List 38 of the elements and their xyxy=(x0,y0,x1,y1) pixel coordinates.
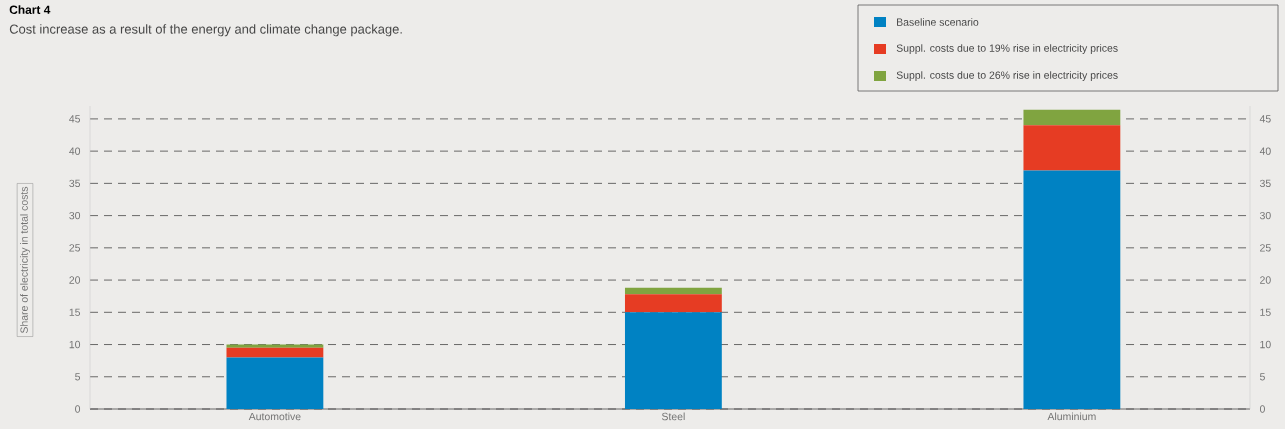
bar xyxy=(1023,170,1121,409)
bar xyxy=(226,357,324,409)
y-tick-label: 35 xyxy=(69,179,81,188)
y-tick-label: 30 xyxy=(69,211,81,220)
y-tick-label: 25 xyxy=(69,244,81,252)
chart-title: Chart 4 xyxy=(9,5,51,14)
y-axis-title: Share of electricity in total costs xyxy=(20,186,30,334)
y2-tick-label: 25 xyxy=(1260,244,1271,252)
y2-tick-label: 10 xyxy=(1260,340,1271,349)
y-tick-label: 0 xyxy=(75,405,81,413)
y-tick-label: 45 xyxy=(69,115,81,123)
y-tick-label: 40 xyxy=(69,147,81,155)
x-tick-label: Aluminium xyxy=(1047,412,1096,421)
y-tick-label: 20 xyxy=(69,276,81,284)
legend-label: Baseline scenario xyxy=(897,18,979,26)
bar xyxy=(226,344,324,348)
legend-label: Suppl. costs due to 19% rise in electricity prices xyxy=(896,44,1118,54)
y2-tick-label: 5 xyxy=(1259,373,1265,381)
y2-tick-label: 40 xyxy=(1259,147,1271,155)
legend-label: Suppl. costs due to 26% rise in electricity prices xyxy=(896,71,1118,81)
bar xyxy=(1023,125,1121,171)
x-tick-label: Automotive xyxy=(248,412,301,421)
chart-subtitle: Cost increase as a result of the energy and climate change package. xyxy=(9,24,402,37)
y2-tick-label: 30 xyxy=(1259,211,1271,220)
y2-tick-label: 45 xyxy=(1259,115,1271,123)
bar xyxy=(624,287,722,295)
y2-tick-label: 20 xyxy=(1260,276,1271,284)
y2-tick-label: 0 xyxy=(1259,405,1265,413)
x-tick-label: Steel xyxy=(661,412,685,421)
bar xyxy=(226,347,324,358)
bar xyxy=(1023,109,1121,126)
bar xyxy=(624,312,722,409)
bar xyxy=(624,294,722,313)
y-tick-label: 5 xyxy=(75,373,81,381)
y2-tick-label: 35 xyxy=(1259,179,1271,188)
y-tick-label: 10 xyxy=(69,340,81,349)
y-tick-label: 15 xyxy=(69,308,81,316)
y2-tick-label: 15 xyxy=(1260,308,1271,316)
